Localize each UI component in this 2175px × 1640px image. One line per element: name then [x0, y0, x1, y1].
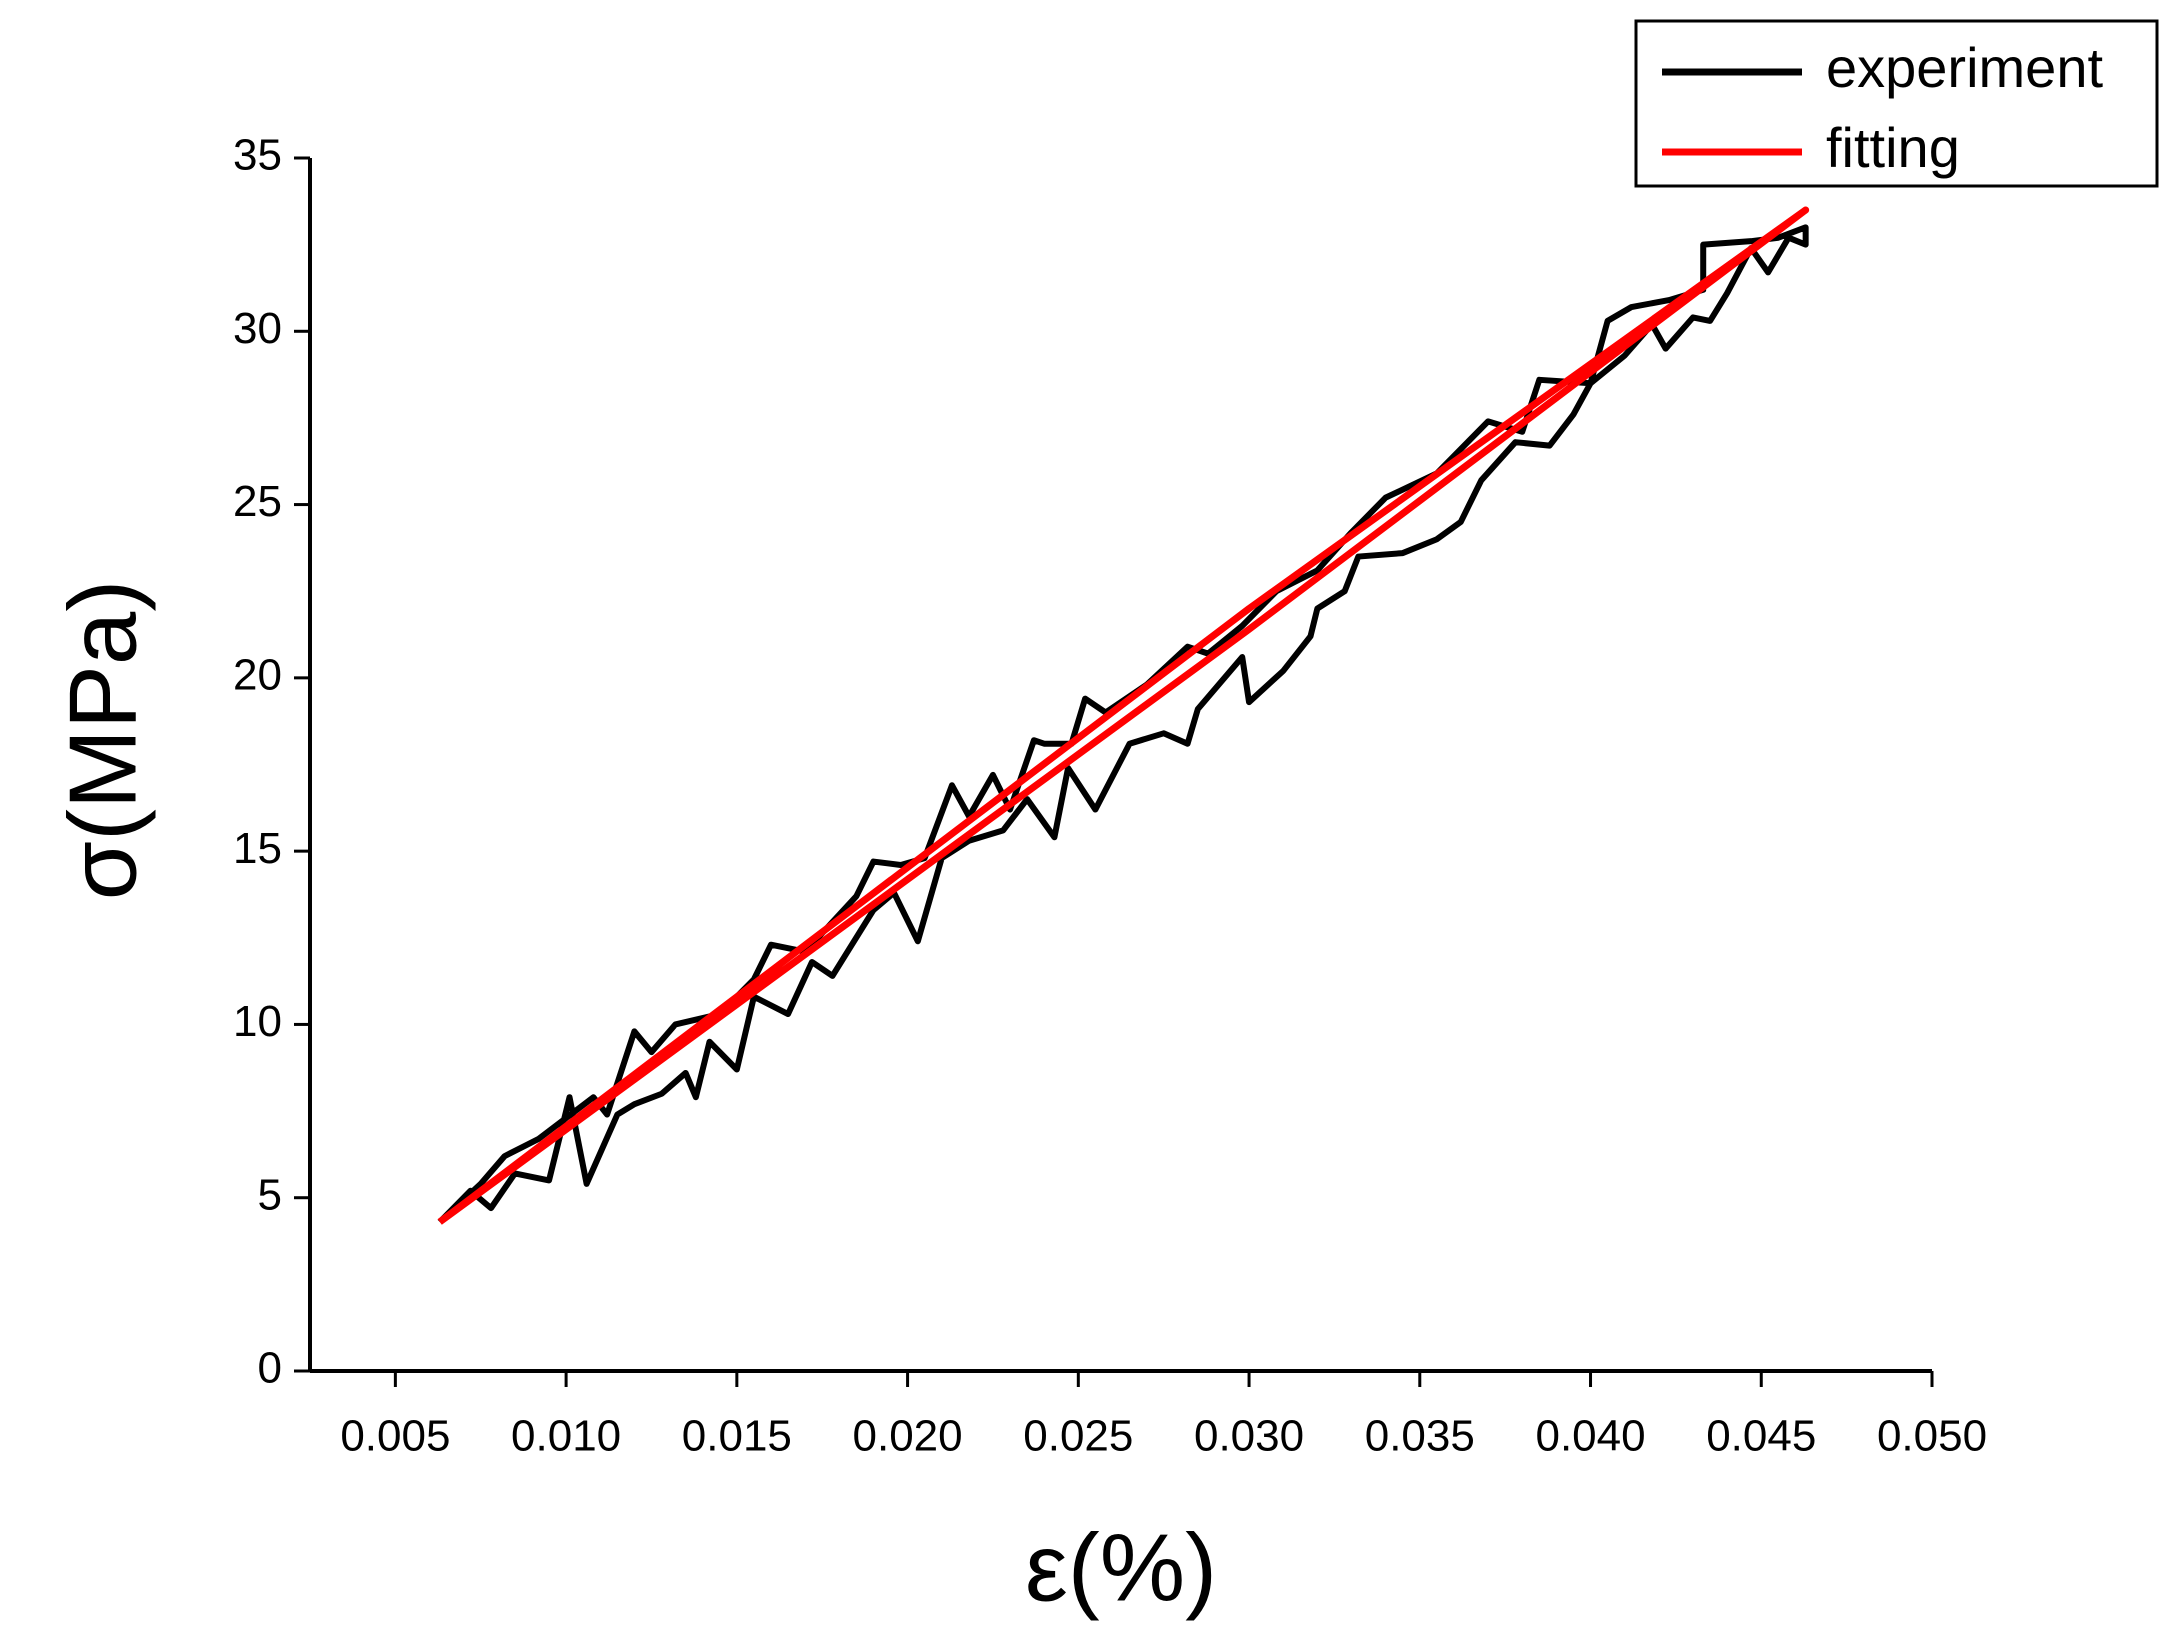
x-tick-label: 0.030: [1194, 1412, 1304, 1461]
x-tick-label: 0.025: [1023, 1412, 1133, 1461]
legend-box: [1634, 19, 2159, 188]
x-tick-label: 0.010: [511, 1412, 621, 1461]
y-tick-label: 35: [233, 131, 282, 180]
y-tick-label: 15: [233, 824, 282, 873]
legend-label: fitting: [1826, 116, 1960, 179]
x-tick-label: 0.045: [1706, 1412, 1816, 1461]
x-tick-label: 0.050: [1877, 1412, 1987, 1461]
x-tick-label: 0.015: [682, 1412, 792, 1461]
legend-label: experiment: [1826, 36, 2103, 99]
x-tick-label: 0.035: [1365, 1412, 1475, 1461]
y-tick-label: 0: [258, 1344, 282, 1393]
x-tick-label: 0.005: [340, 1412, 450, 1461]
x-tick-label: 0.020: [853, 1412, 963, 1461]
y-tick-label: 20: [233, 650, 282, 699]
x-tick-label: 0.040: [1535, 1412, 1645, 1461]
y-tick-label: 10: [233, 997, 282, 1046]
x-axis-title: ε(%): [1025, 1514, 1217, 1621]
y-tick-label: 25: [233, 477, 282, 526]
series-line: [437, 224, 1809, 1225]
series-line: [437, 206, 1810, 1225]
y-axis-title: σ(MPa): [49, 580, 156, 901]
y-tick-label: 30: [233, 304, 282, 353]
y-tick-label: 5: [258, 1170, 282, 1219]
